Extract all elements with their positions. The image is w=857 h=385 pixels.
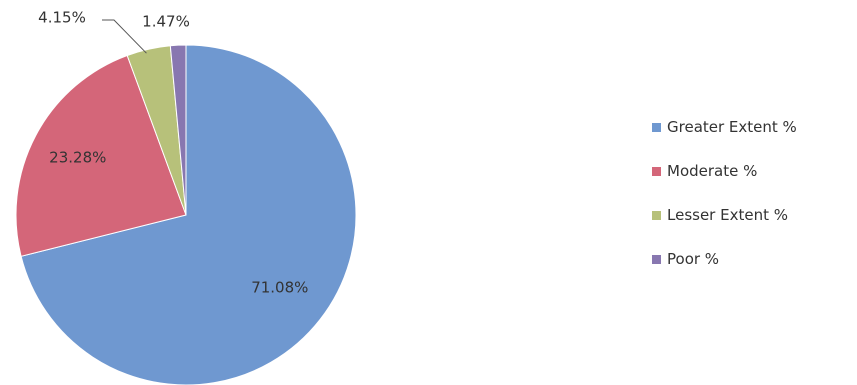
legend-swatch-lesser-extent [652,210,661,220]
legend-swatch-poor [652,254,661,264]
legend-label-lesser-extent: Lesser Extent % [667,206,788,224]
leader-line-lesser-extent [102,19,147,54]
legend-item-lesser-extent: Lesser Extent % [652,206,797,224]
chart-legend: Greater Extent % Moderate % Lesser Exten… [652,118,797,294]
legend-item-greater-extent: Greater Extent % [652,118,797,136]
legend-swatch-greater-extent [652,122,661,132]
data-label-poor: 1.47% [142,13,190,31]
data-label-greater-extent: 71.08% [251,279,308,297]
pie-slice-moderate [15,54,187,257]
data-label-lesser-extent: 4.15% [38,9,86,27]
legend-item-poor: Poor % [652,250,797,268]
legend-label-poor: Poor % [667,250,720,268]
legend-label-greater-extent: Greater Extent % [667,118,797,136]
pie-slice-greater-extent [20,44,357,385]
legend-label-moderate: Moderate % [667,162,758,180]
legend-item-moderate: Moderate % [652,162,797,180]
pie-slice-poor [169,44,187,216]
data-label-moderate: 23.28% [49,148,106,166]
legend-swatch-moderate [652,166,661,176]
